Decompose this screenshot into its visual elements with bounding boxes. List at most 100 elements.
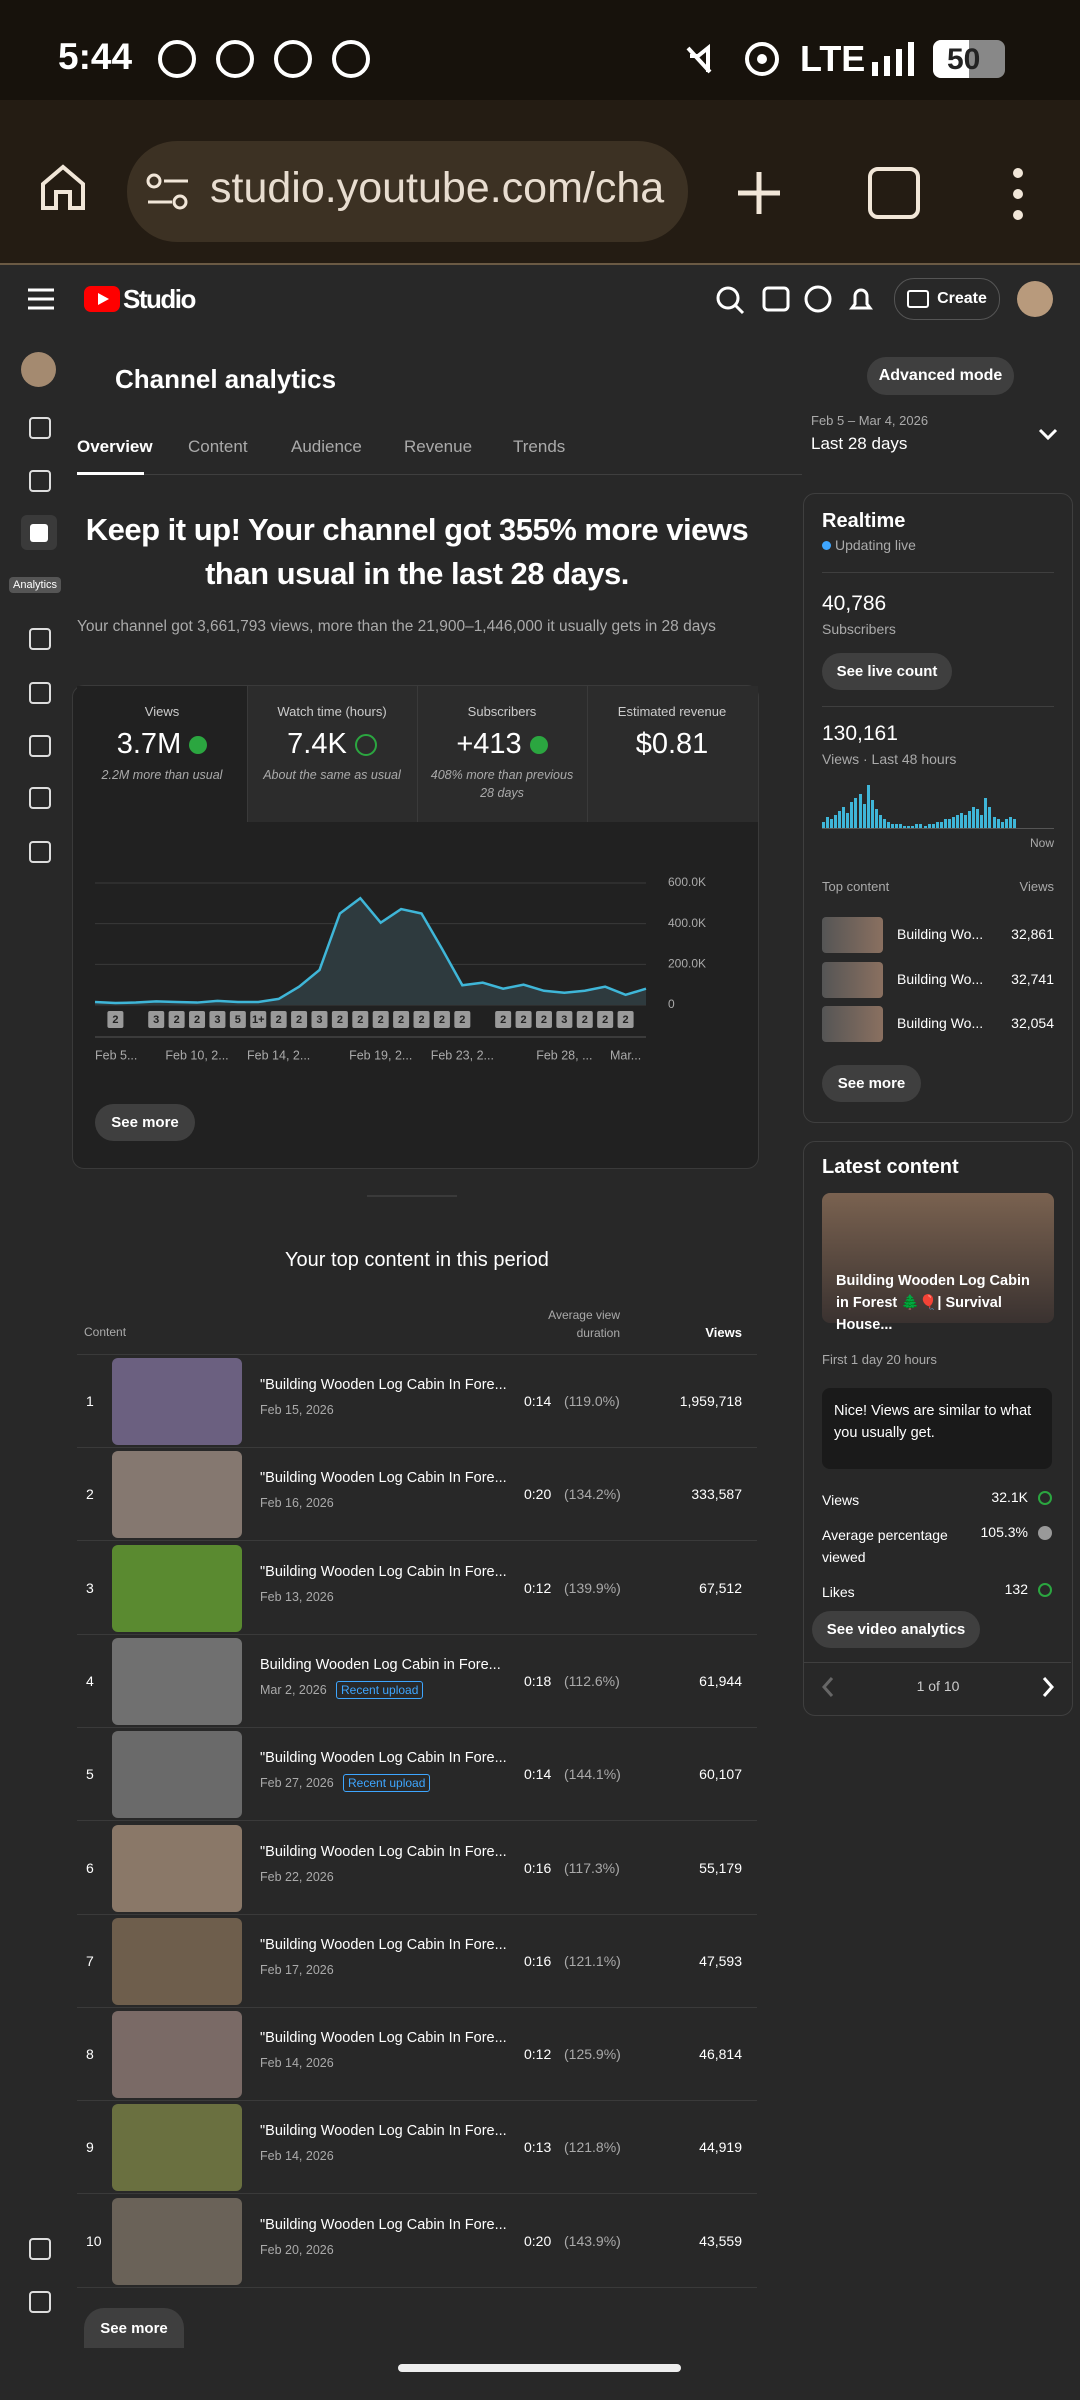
row-thumbnail[interactable] [112, 1358, 242, 1445]
row-thumbnail[interactable] [112, 1824, 242, 1912]
see-live-count[interactable]: See live count [822, 653, 952, 690]
x-tick-label: Feb 23, 2... [431, 1048, 494, 1062]
nav-icon[interactable] [29, 417, 51, 439]
period-dropdown[interactable] [1038, 428, 1058, 442]
top-video-title[interactable]: Building Wo... [897, 970, 984, 987]
create-button[interactable]: Create [894, 278, 1000, 320]
tab[interactable]: Trends [513, 437, 566, 456]
status-icons [686, 42, 779, 76]
nav-icon[interactable] [29, 2291, 51, 2313]
row-views: 46,814 [699, 2046, 742, 2063]
video-badge [433, 1011, 450, 1028]
row-title[interactable]: "Building Wooden Log Cabin In Fore... [260, 1843, 507, 1860]
row-thumbnail[interactable] [112, 2011, 242, 2099]
top-video-thumbnail[interactable] [822, 961, 883, 998]
nav-icon[interactable] [29, 470, 51, 492]
realtime-title: Realtime [822, 510, 906, 532]
site-settings-icon[interactable] [146, 172, 190, 212]
sidebar [0, 334, 77, 2400]
realtime-bar [858, 793, 862, 828]
new-tab-button[interactable] [736, 170, 782, 216]
top-content-see-more[interactable]: See more [84, 2308, 184, 2348]
row-date: Feb 15, 2026 [260, 1403, 334, 1417]
realtime-bar [822, 821, 825, 828]
video-badge-label: 2 [439, 1014, 445, 1026]
row-thumbnail[interactable] [112, 1544, 242, 1632]
nav-icon[interactable] [29, 735, 51, 757]
row-thumbnail[interactable] [112, 1451, 242, 1539]
row-title[interactable]: "Building Wooden Log Cabin In Fore... [260, 2216, 507, 2233]
account-avatar[interactable] [1017, 281, 1053, 317]
row-title[interactable]: "Building Wooden Log Cabin In Fore... [260, 1936, 507, 1953]
home-button[interactable] [38, 162, 88, 212]
analytics-icon[interactable] [30, 524, 48, 542]
youtube-logo[interactable] [84, 286, 120, 312]
top-video-title[interactable]: Building Wo... [897, 1015, 984, 1031]
pager-arrows[interactable] [820, 1676, 1060, 1698]
latest-thumbnail[interactable] [822, 1193, 1054, 1323]
nav-icon[interactable] [29, 787, 51, 809]
row-title[interactable]: "Building Wooden Log Cabin In Fore... [260, 1377, 507, 1393]
metric-cell [587, 686, 758, 822]
row-date: Feb 22, 2026 [260, 1869, 334, 1884]
menu-button[interactable] [1008, 166, 1028, 222]
row-thumbnail[interactable] [112, 2197, 242, 2285]
row-rank: 3 [86, 1579, 94, 1596]
top-video-title[interactable]: Building Wo... [897, 926, 984, 942]
video-badge-label: 2 [459, 1014, 465, 1026]
realtime-bar [895, 823, 899, 828]
row-title[interactable]: "Building Wooden Log Cabin In Fore... [260, 2123, 507, 2140]
row-title[interactable]: "Building Wooden Log Cabin In Fore... [260, 1750, 507, 1767]
overview-see-more[interactable]: See more [95, 1104, 195, 1141]
row-divider [77, 1913, 757, 1915]
realtime-bar [984, 797, 988, 828]
nav-icon[interactable] [29, 841, 51, 863]
video-badge [393, 1011, 410, 1028]
realtime-bar [915, 823, 919, 828]
row-duration: 0:14 [524, 1766, 552, 1783]
tab[interactable]: Overview [77, 437, 153, 456]
nav-icon[interactable] [29, 682, 51, 704]
realtime-bar [992, 817, 996, 828]
top-video-thumbnail[interactable] [822, 1006, 883, 1042]
header-icons[interactable] [712, 282, 882, 318]
realtime-bar [862, 804, 866, 828]
realtime-bar [935, 821, 939, 828]
realtime-bar [903, 825, 907, 828]
row-title[interactable]: "Building Wooden Log Cabin In Fore... [260, 2030, 507, 2047]
period[interactable]: Last 28 days [811, 434, 908, 453]
advanced-mode-button[interactable]: Advanced mode [867, 357, 1014, 395]
row-thumbnail[interactable] [112, 1731, 242, 1819]
summary: Your channel got 3,661,793 views, more t… [77, 618, 716, 635]
url-bar[interactable] [127, 141, 688, 242]
recent-upload-badge: Recent upload [343, 1774, 431, 1793]
video-badge-label: 3 [153, 1014, 159, 1026]
channel-avatar[interactable] [21, 352, 56, 387]
see-video-analytics[interactable]: See video analytics [812, 1611, 980, 1648]
row-thumbnail[interactable] [112, 1917, 242, 2005]
tab[interactable]: Content [188, 437, 248, 456]
hamburger[interactable] [28, 288, 54, 310]
latest-age: First 1 day 20 hours [822, 1352, 937, 1367]
row-thumbnail[interactable] [112, 2104, 242, 2192]
top-video-thumbnail[interactable] [822, 917, 883, 953]
row-thumbnail[interactable] [112, 1637, 242, 1725]
row-title[interactable]: "Building Wooden Log Cabin In Fore... [260, 1563, 507, 1580]
signal-icon [872, 42, 914, 76]
headline: Keep it up! Your channel got 355% more v… [85, 512, 749, 591]
realtime-see-more[interactable]: See more [822, 1065, 921, 1102]
tab[interactable]: Revenue [404, 437, 473, 456]
create-label: Create [937, 290, 987, 307]
tab-switcher[interactable] [868, 167, 920, 219]
row-title[interactable]: Building Wooden Log Cabin in Fore... [260, 1656, 501, 1673]
x-tick-label: Feb 10, 2... [165, 1048, 228, 1062]
row-title[interactable]: "Building Wooden Log Cabin In Fore... [260, 1470, 507, 1487]
notification-icons [158, 40, 370, 78]
tab[interactable]: Audience [291, 437, 362, 456]
stat-icon [1038, 1526, 1052, 1540]
realtime-bar [955, 815, 959, 828]
analytics-label: Analytics [9, 577, 62, 593]
nav-icon[interactable] [29, 2238, 51, 2260]
nav-icon[interactable] [29, 628, 51, 650]
row-duration: 0:20 [524, 1486, 552, 1503]
